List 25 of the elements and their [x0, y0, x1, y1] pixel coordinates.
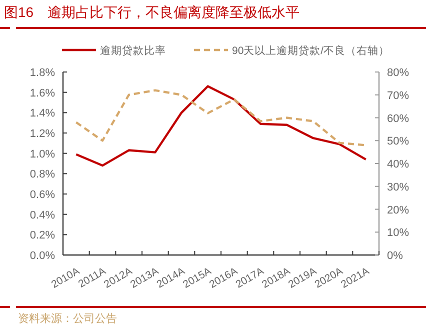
y2-tick-label: 10% — [387, 227, 410, 240]
legend-label: 逾期贷款比率 — [100, 44, 166, 57]
y2-tick-label: 0% — [387, 250, 404, 262]
y-tick-label: 0.0% — [30, 250, 56, 262]
line-series — [75, 89, 367, 146]
y-tick-label: 1.0% — [30, 148, 56, 160]
text: 资料来源：公司公告 — [18, 312, 117, 325]
y2-tick-label: 60% — [387, 112, 410, 125]
y-tick-label: 1.6% — [30, 87, 56, 100]
y-tick-label: 1.4% — [30, 108, 56, 120]
legend-label: 90天以上逾期贷款/不良（右轴） — [232, 44, 390, 57]
y2-tick-label: 40% — [387, 158, 410, 170]
y2-tick-label: 80% — [387, 67, 410, 79]
y-tick-label: 0.6% — [30, 189, 56, 201]
y2-tick-label: 20% — [387, 204, 410, 216]
line-series — [75, 85, 367, 167]
y-tick-label: 1.2% — [30, 128, 56, 140]
y2-tick-label: 50% — [387, 136, 410, 148]
y2-tick-label: 30% — [387, 181, 410, 194]
y-tick-label: 0.2% — [30, 230, 56, 242]
y2-tick-label: 70% — [387, 90, 410, 102]
y-tick-label: 1.8% — [30, 67, 56, 79]
y-tick-label: 0.8% — [30, 168, 56, 181]
y-tick-label: 0.4% — [30, 209, 56, 222]
chart-title: 图16 逾期占比下行，不良偏离度降至极低水平 — [4, 4, 300, 20]
